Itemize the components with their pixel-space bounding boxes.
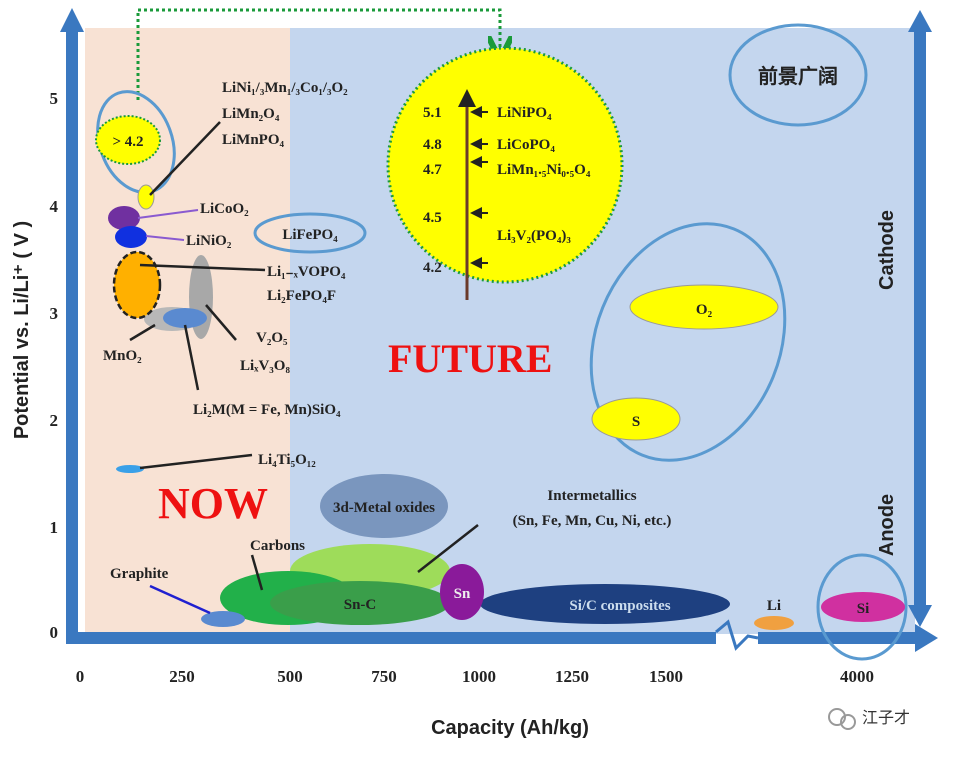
lmo-label: LiMn₂O₄ [222,106,280,122]
future-cathodes-circle [386,46,624,284]
lv3o8-label: LiₓV₃O₈ [240,358,290,374]
gt42-blob [95,115,161,165]
x-tick: 4000 [840,667,874,686]
x-tick: 1500 [649,667,683,686]
lfp-label: LiFePO₄ [282,227,338,243]
y-tick: 2 [50,411,59,430]
sn-blob [440,564,484,620]
sic-label: Si/C composites [569,598,670,614]
graphite-blob [201,611,245,627]
x-tick: 0 [76,667,85,686]
x-tick: 1000 [462,667,496,686]
future-material: LiNiPO₄ [497,105,552,121]
future-voltage: 4.2 [423,260,442,276]
o2-s-ellipse [589,222,787,462]
future-connector [136,8,500,100]
lmo-blob [137,184,155,210]
snc-label: Sn-C [344,597,377,613]
y-axis-arrow [60,8,84,640]
s-blob [591,397,681,441]
sio4-label: Li₂M(M = Fe, Mn)SiO₄ [193,402,341,418]
future-material: LiMn₁.₅Ni₀.₅O₄ [497,162,591,178]
vopo-label: Li₁₋ₓVOPO₄ [267,264,346,280]
x-tick: 750 [371,667,397,686]
x-axis-label: Capacity (Ah/kg) [431,717,589,739]
sio4-blob [163,308,207,328]
prospect-ellipse [728,23,868,127]
graphite-label: Graphite [110,566,169,582]
o2-label: O₂ [696,302,713,318]
v2o5-label: V₂O₅ [256,330,288,346]
y-tick: 1 [50,518,59,537]
y-tick: 3 [50,304,59,323]
wechat-icon [828,708,846,726]
si-blob [821,592,905,622]
metal-oxides-label: 3d-Metal oxides [333,500,435,516]
y-tick: 5 [50,89,59,108]
vopo-blob [112,250,162,320]
future-voltage: 4.8 [423,137,442,153]
cathode-label: Cathode [876,210,898,290]
lno-blob [115,226,147,248]
fepof-label: Li₂FePO₄F [267,288,336,304]
lto-label: Li₄Ti₅O₁₂ [258,452,316,468]
li-blob [754,616,794,630]
future-voltage: 4.7 [423,162,442,178]
y-tick: 0 [50,623,59,642]
s-label: S [632,414,640,430]
si-ellipse [816,553,908,661]
x-tick: 1250 [555,667,589,686]
sn-label: Sn [454,586,471,602]
now-label: NOW [158,479,268,528]
lmp-label: LiMnPO₄ [222,132,285,148]
future-label: FUTURE [388,336,552,381]
mno2-label: MnO₂ [103,348,142,364]
metal-oxides-blob [320,474,448,538]
cathode-anode-arrow [908,10,932,627]
lco-label: LiCoO₂ [200,201,249,217]
o2-blob [629,284,779,330]
x-tick: 250 [169,667,195,686]
lto-blob [116,465,144,473]
si-label: Si [857,601,870,617]
future-material: Li₃V₂(PO₄)₃ [497,228,571,244]
intermetallics-label: Intermetallics [547,488,636,504]
x-tick: 500 [277,667,303,686]
y-axis-label: Potential vs. Li/Li⁺ ( V ) [11,221,33,439]
watermark: 江子才 [828,708,910,730]
y-tick: 4 [50,197,59,216]
lfp-ellipse [253,212,367,254]
carbons-label: Carbons [250,538,305,554]
snc-blob [270,581,450,625]
gt42-label: > 4.2 [112,134,143,150]
intermetallics-sub-label: (Sn, Fe, Mn, Cu, Ni, etc.) [513,513,672,529]
future-voltage: 5.1 [423,105,442,121]
nmc-label: LiNi₁/₃Mn₁/₃Co₁/₃O₂ [222,80,348,96]
lco-blob [108,206,140,230]
sic-blob [480,584,730,624]
lno-label: LiNiO₂ [186,233,232,249]
future-material: LiCoPO₄ [497,137,555,153]
future-voltage: 4.5 [423,210,442,226]
li-label: Li [767,598,781,614]
prospect-label: 前景广阔 [758,64,838,88]
watermark-text: 江子才 [862,708,910,727]
anode-label: Anode [876,494,898,556]
x-axis-arrow [66,619,938,652]
